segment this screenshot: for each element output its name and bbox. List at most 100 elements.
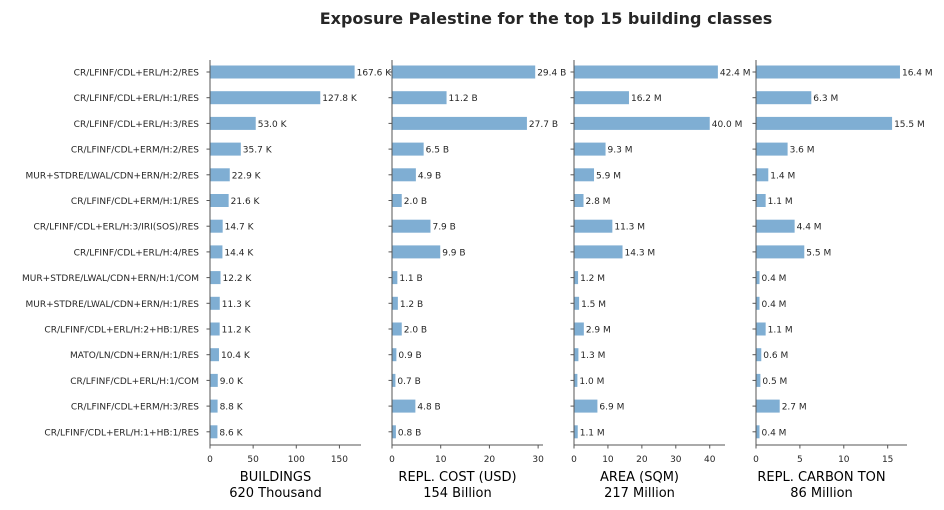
category-label: CR/LFINF/CDL+ERM/H:3/RES: [71, 403, 199, 413]
bar: [210, 322, 220, 336]
bar: [756, 142, 788, 156]
data-label: 11.3 K: [222, 300, 252, 310]
bar: [756, 322, 766, 336]
data-label: 11.2 K: [222, 326, 252, 336]
data-label: 0.7 B: [397, 377, 420, 387]
category-label: MATO/LN/CDN+ERN/H:1/RES: [70, 351, 199, 361]
bar: [210, 116, 256, 130]
data-label: 7.9 B: [432, 223, 455, 233]
bar: [392, 322, 402, 336]
x-axis-total: 620 Thousand: [229, 486, 322, 501]
x-axis-label: BUILDINGS: [240, 470, 311, 485]
data-label: 53.0 K: [258, 120, 288, 130]
data-label: 21.6 K: [231, 197, 261, 207]
category-label: CR/LFINF/CDL+ERL/H:2+HB:1/RES: [44, 326, 199, 336]
data-label: 1.4 M: [770, 171, 795, 181]
data-label: 2.9 M: [586, 326, 611, 336]
bar: [392, 194, 402, 207]
data-label: 1.1 M: [580, 428, 605, 438]
panel-1: 167.6 K 127.8 K 53.0 K 35.7 K 22.9 K 21.6 K 14…: [206, 60, 393, 501]
bar: [574, 425, 578, 439]
bar: [210, 142, 241, 156]
bar: [392, 91, 447, 105]
category-label: MUR+STDRE/LWAL/CDN+ERN/H:1/COM: [22, 274, 199, 284]
data-label: 27.7 B: [529, 120, 558, 130]
x-tick-label: 30: [670, 455, 682, 465]
bar: [210, 373, 218, 387]
bar: [392, 271, 398, 285]
data-label: 6.9 M: [599, 403, 624, 413]
bar: [756, 245, 805, 259]
x-axis-total: 154 Billion: [423, 486, 492, 501]
category-label: MUR+STDRE/LWAL/CDN+ERN/H:1/RES: [26, 300, 200, 310]
data-label: 12.2 K: [223, 274, 253, 284]
data-label: 1.5 M: [581, 300, 606, 310]
bar: [392, 65, 536, 79]
bar: [210, 168, 230, 182]
x-tick-label: 0: [753, 455, 759, 465]
data-label: 167.6 K: [357, 69, 393, 79]
x-tick-label: 10: [435, 455, 447, 465]
x-tick-label: 15: [882, 455, 893, 465]
data-label: 2.7 M: [782, 403, 807, 413]
data-label: 0.4 M: [762, 428, 787, 438]
data-label: 1.1 M: [768, 197, 793, 207]
data-label: 22.9 K: [232, 171, 262, 181]
bar: [210, 65, 355, 79]
data-label: 1.1 M: [768, 326, 793, 336]
data-label: 5.9 M: [596, 171, 621, 181]
x-tick-label: 150: [331, 455, 348, 465]
data-label: 0.8 B: [398, 428, 421, 438]
data-label: 6.5 B: [426, 146, 449, 156]
category-label: CR/LFINF/CDL+ERL/H:1/COM: [70, 377, 199, 387]
x-tick-label: 0: [571, 455, 577, 465]
bar: [574, 142, 606, 156]
x-axis-total: 217 Million: [604, 486, 675, 501]
bar: [756, 399, 780, 413]
data-label: 15.5 M: [894, 120, 925, 130]
bar: [756, 91, 812, 105]
data-label: 5.5 M: [806, 248, 831, 258]
bar: [210, 219, 223, 233]
data-label: 16.2 M: [631, 94, 662, 104]
x-axis-label: AREA (SQM): [600, 470, 679, 485]
bar: [392, 348, 397, 362]
x-tick-label: 10: [838, 455, 850, 465]
bar: [392, 219, 431, 233]
category-label: CR/LFINF/CDL+ERL/H:1/RES: [74, 94, 200, 104]
chart-title: Exposure Palestine for the top 15 buildi…: [320, 9, 773, 28]
panel-3: 42.4 M 16.2 M 40.0 M 9.3 M 5.9 M 2.8 M 11.3 M 1…: [570, 60, 751, 501]
data-label: 10.4 K: [221, 351, 251, 361]
bar: [574, 373, 578, 387]
data-label: 4.9 B: [418, 171, 441, 181]
data-label: 0.4 M: [762, 274, 787, 284]
bar: [392, 245, 441, 259]
data-label: 42.4 M: [720, 69, 751, 79]
data-label: 14.4 K: [224, 248, 254, 258]
data-label: 1.0 M: [579, 377, 604, 387]
bar: [210, 348, 219, 362]
bar: [574, 348, 579, 362]
bar: [574, 219, 613, 233]
bar: [210, 296, 220, 310]
category-labels: CR/LFINF/CDL+ERL/H:2/RES CR/LFINF/CDL+ERL…: [22, 69, 199, 439]
data-label: 3.6 M: [790, 146, 815, 156]
bar: [392, 168, 416, 182]
category-label: CR/LFINF/CDL+ERL/H:2/RES: [74, 69, 200, 79]
data-label: 2.0 B: [404, 326, 427, 336]
data-label: 0.4 M: [762, 300, 787, 310]
bar: [210, 91, 321, 105]
data-label: 1.3 M: [580, 351, 605, 361]
bar: [574, 168, 595, 182]
bar: [392, 142, 424, 156]
data-label: 0.5 M: [762, 377, 787, 387]
bar: [756, 425, 760, 439]
data-label: 35.7 K: [243, 146, 273, 156]
data-label: 4.4 M: [797, 223, 822, 233]
panel-2: 29.4 B 11.2 B 27.7 B 6.5 B 4.9 B 2.0 B 7.9 B 9.…: [388, 60, 566, 501]
data-label: 1.1 B: [399, 274, 422, 284]
x-axis-label: REPL. COST (USD): [398, 470, 516, 485]
bar: [574, 65, 718, 79]
bar: [574, 322, 584, 336]
x-tick-label: 10: [602, 455, 614, 465]
